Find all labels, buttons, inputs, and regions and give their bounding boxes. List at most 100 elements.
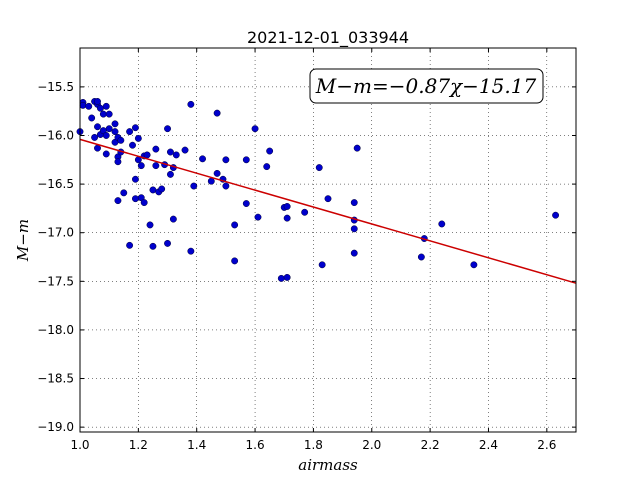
data-point (120, 189, 128, 197)
data-point (111, 128, 119, 136)
data-point (91, 133, 99, 141)
data-point (315, 164, 323, 172)
data-point (149, 186, 157, 194)
data-point (213, 169, 221, 177)
y-tick-label: −18.5 (37, 372, 74, 386)
data-point (129, 141, 136, 149)
data-point (146, 221, 154, 229)
data-point (117, 136, 125, 144)
fit-equation-annotation: M−m=−0.87χ−15.17 (315, 74, 537, 98)
y-tick-label: −17.5 (37, 274, 74, 288)
y-tick-label: −19.0 (37, 420, 74, 434)
x-tick-label: 1.0 (70, 438, 89, 452)
data-point (417, 253, 425, 261)
x-axis-label: airmass (298, 456, 358, 474)
data-point (283, 214, 291, 222)
data-point (140, 199, 148, 207)
data-point (105, 125, 113, 133)
data-point (199, 155, 206, 163)
data-point (131, 195, 139, 203)
data-point (102, 102, 110, 110)
data-point (94, 144, 101, 152)
data-point (94, 98, 101, 105)
x-tick-label: 1.2 (129, 438, 148, 452)
annotation-box (309, 68, 544, 104)
data-point (131, 124, 139, 132)
x-tick-label: 1.4 (187, 438, 206, 452)
data-point (172, 151, 180, 159)
plot-background (80, 48, 576, 432)
data-point (242, 200, 250, 207)
y-tick-label: −16.0 (37, 128, 74, 142)
y-tick-label: −18.0 (37, 323, 74, 337)
data-point (350, 249, 358, 257)
data-point (131, 175, 139, 183)
data-point (114, 158, 122, 166)
data-point (350, 225, 358, 233)
data-point (438, 220, 446, 228)
data-point (207, 177, 215, 185)
fit-line (79, 138, 577, 284)
data-point (94, 123, 101, 131)
data-point (263, 163, 271, 171)
data-point (102, 150, 110, 158)
y-tick-label: −16.5 (37, 177, 74, 191)
data-point (187, 247, 195, 255)
data-point (283, 273, 291, 281)
data-point (254, 213, 262, 221)
data-point (318, 261, 326, 269)
data-point (552, 211, 560, 219)
data-point (222, 182, 230, 190)
data-point (164, 239, 171, 247)
y-axis-label: M−m (14, 219, 32, 262)
data-point (152, 162, 160, 170)
data-point (158, 185, 166, 193)
data-point (88, 114, 96, 122)
data-point (85, 102, 93, 110)
data-point (111, 120, 119, 128)
data-point (134, 134, 142, 142)
data-point (277, 274, 285, 282)
y-tick-label: −15.5 (37, 80, 74, 94)
data-point (102, 132, 110, 139)
data-point (114, 197, 122, 205)
data-point (187, 100, 195, 108)
data-point (99, 110, 107, 118)
x-tick-label: 2.6 (537, 438, 556, 452)
data-point (166, 148, 174, 156)
data-point (126, 241, 134, 249)
data-point (79, 101, 87, 109)
plot-frame (79, 47, 577, 433)
data-point (190, 182, 198, 190)
data-point (350, 199, 358, 207)
data-point (324, 195, 332, 203)
data-point (166, 170, 174, 178)
data-point (470, 261, 478, 269)
data-point (353, 144, 361, 152)
data-points (76, 98, 560, 282)
x-tick-label: 2.0 (362, 438, 381, 452)
data-point (301, 208, 309, 216)
data-point (222, 156, 230, 164)
x-tick-label: 2.2 (421, 438, 440, 452)
data-point (266, 147, 274, 155)
data-point (231, 221, 239, 229)
x-tick-label: 1.8 (304, 438, 323, 452)
data-point (126, 128, 134, 136)
data-point (152, 145, 160, 153)
data-point (149, 242, 157, 250)
fit-line-group (79, 138, 577, 284)
data-point (137, 162, 145, 170)
y-tick-label: −17.0 (37, 226, 74, 240)
data-point (213, 109, 221, 117)
x-tick-label: 1.6 (246, 438, 265, 452)
data-point (283, 203, 291, 210)
data-point (164, 125, 171, 133)
data-point (231, 257, 239, 265)
x-tick-label: 2.4 (479, 438, 498, 452)
data-point (96, 104, 104, 112)
data-point (143, 151, 151, 159)
chart-title: 2021-12-01_033944 (247, 28, 409, 48)
data-point (181, 146, 189, 154)
